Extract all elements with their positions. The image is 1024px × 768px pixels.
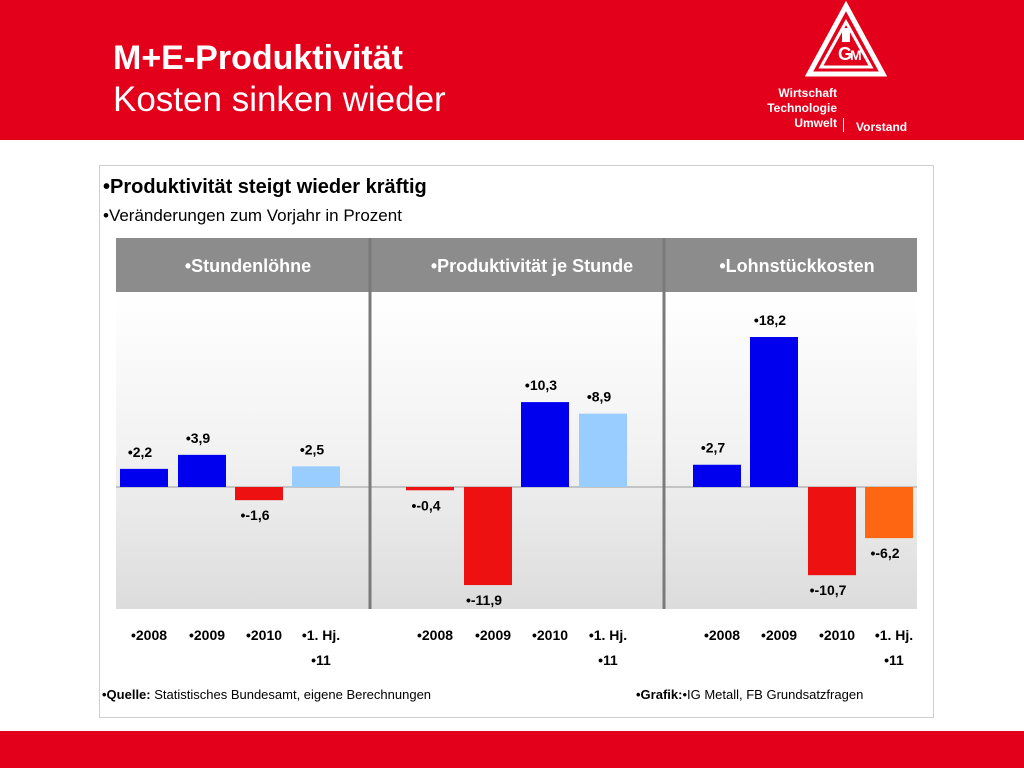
bar xyxy=(235,487,283,501)
category-label: •2008 xyxy=(417,627,453,643)
footer-bar xyxy=(0,731,1024,768)
data-label: •-0,4 xyxy=(411,497,440,513)
data-label: •2,5 xyxy=(300,441,325,457)
category-label-line2: •11 xyxy=(311,652,331,668)
category-label: •1. Hj. xyxy=(302,627,340,643)
panel-title: •Lohnstückkosten xyxy=(719,256,874,276)
page-title: M+E-Produktivität xyxy=(113,39,403,77)
bar xyxy=(750,337,798,487)
bar xyxy=(808,487,856,576)
org-divider xyxy=(843,118,844,132)
page-subtitle: Kosten sinken wieder xyxy=(113,80,446,119)
headline: •Produktivität steigt wieder kräftig xyxy=(103,176,427,198)
data-label: •10,3 xyxy=(525,377,557,393)
bar xyxy=(120,468,168,487)
subline: •Veränderungen zum Vorjahr in Prozent xyxy=(103,206,402,225)
category-label-line2: •11 xyxy=(884,652,904,668)
data-label: •-10,7 xyxy=(810,582,847,598)
bar xyxy=(464,487,512,586)
category-label: •2009 xyxy=(189,627,225,643)
category-label: •2010 xyxy=(246,627,282,643)
bar xyxy=(579,413,627,487)
panel-title: •Stundenlöhne xyxy=(185,256,311,276)
bar xyxy=(521,402,569,487)
category-label: •2010 xyxy=(532,627,568,643)
svg-text:G: G xyxy=(838,44,852,64)
data-label: •8,9 xyxy=(587,389,612,405)
category-label: •1. Hj. xyxy=(589,627,627,643)
svg-text:M: M xyxy=(850,47,862,63)
category-label: •1. Hj. xyxy=(875,627,913,643)
panel-title: •Produktivität je Stunde xyxy=(431,256,633,276)
org-unit: Vorstand xyxy=(856,120,908,134)
org-department: Wirtschaft Technologie Umwelt xyxy=(767,86,837,130)
bar xyxy=(406,487,454,491)
category-label: •2009 xyxy=(475,627,511,643)
bar xyxy=(865,487,913,539)
bar xyxy=(292,466,340,487)
category-label: •2008 xyxy=(131,627,167,643)
category-label-line2: •11 xyxy=(598,652,618,668)
igm-logo: G M xyxy=(804,0,888,80)
data-label: •3,9 xyxy=(186,430,211,446)
data-label: •-6,2 xyxy=(870,545,899,561)
data-label: •2,2 xyxy=(128,444,153,460)
data-label: •2,7 xyxy=(701,440,726,456)
category-label: •2010 xyxy=(819,627,855,643)
data-label: •-1,6 xyxy=(240,507,269,523)
category-label: •2009 xyxy=(761,627,797,643)
data-label: •18,2 xyxy=(754,312,786,328)
source-note: •Quelle: Statistisches Bundesamt, eigene… xyxy=(102,687,432,702)
grafik-note: •Grafik:•IG Metall, FB Grundsatzfragen xyxy=(636,687,864,702)
bar xyxy=(178,454,226,487)
category-label: •2008 xyxy=(704,627,740,643)
panel-header-band xyxy=(116,238,917,292)
bar xyxy=(693,464,741,487)
data-label: •-11,9 xyxy=(466,592,502,608)
